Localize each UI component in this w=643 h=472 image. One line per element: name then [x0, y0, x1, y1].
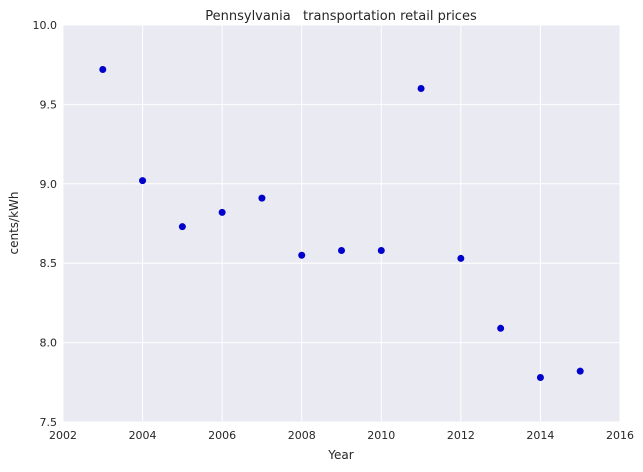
data-point: [338, 246, 345, 254]
data-point: [298, 251, 306, 259]
x-tick-labels: 2002 2004 2006 2008 2010 2012 2014 2016: [49, 429, 634, 442]
x-tick-label: 2006: [208, 429, 236, 442]
data-point: [178, 223, 186, 231]
y-tick-label: 9.0: [40, 178, 58, 191]
x-tick-label: 2004: [129, 429, 157, 442]
grid-lines: [62, 24, 621, 423]
data-point: [218, 208, 226, 216]
data-points: [99, 65, 584, 382]
data-point: [258, 194, 266, 202]
y-tick-label: 8.5: [40, 257, 58, 270]
data-point: [497, 324, 505, 332]
y-tick-label: 8.0: [40, 337, 58, 350]
data-point: [99, 65, 107, 73]
x-tick-label: 2002: [49, 429, 77, 442]
data-point: [377, 246, 385, 254]
y-tick-label: 9.5: [40, 98, 58, 111]
y-axis-label: cents/kWh: [7, 191, 21, 254]
y-tick-label: 10.0: [33, 19, 58, 32]
x-axis-label: Year: [327, 448, 353, 462]
data-point: [536, 374, 544, 382]
data-point: [576, 367, 584, 375]
data-point: [457, 254, 465, 262]
x-tick-label: 2016: [606, 429, 634, 442]
y-tick-label: 7.5: [40, 416, 58, 429]
chart-title: Pennsylvania transportation retail price…: [205, 9, 477, 24]
plot-area: [63, 25, 620, 422]
data-point: [417, 85, 425, 93]
x-tick-label: 2014: [526, 429, 554, 442]
y-tick-labels: 7.5 8.0 8.5 9.0 9.5 10.0: [33, 19, 58, 429]
x-tick-label: 2008: [288, 429, 316, 442]
x-tick-label: 2010: [367, 429, 395, 442]
data-point: [139, 177, 147, 185]
x-tick-label: 2012: [447, 429, 475, 442]
